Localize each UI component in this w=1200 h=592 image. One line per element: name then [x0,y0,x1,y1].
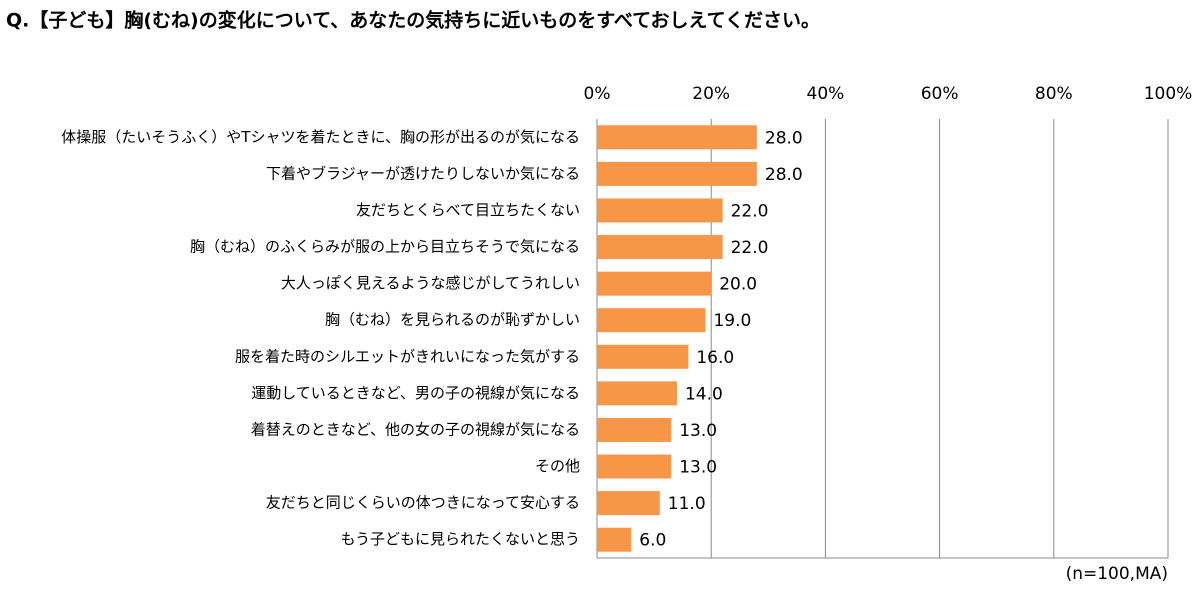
y-tick-label: もう子どもに見られたくないと思う [340,530,580,548]
x-tick-label: 100% [1144,84,1193,104]
value-label: 14.0 [685,384,723,404]
x-tick-label: 40% [807,84,845,104]
x-tick-label: 20% [692,84,730,104]
value-label: 28.0 [765,165,803,185]
y-tick-label: 体操服（たいそうふく）やTシャツを着たときに、胸の形が出るのが気になる [61,128,580,146]
y-tick-label: 胸（むね）を見られるのが恥ずかしい [325,311,580,329]
value-label: 22.0 [731,238,769,258]
value-label: 11.0 [668,494,706,514]
bar [597,125,757,150]
x-tick-label: 0% [584,84,611,104]
value-label: 16.0 [696,348,734,368]
value-label: 22.0 [731,201,769,221]
bar [597,235,723,260]
value-label: 13.0 [679,458,717,478]
bar [597,344,689,369]
bar [597,271,712,296]
chart-title: Q.【子ども】胸(むね)の変化について、あなたの気持ちに近いものをすべておしえて… [6,9,820,32]
bar [597,491,660,516]
y-tick-label: 運動しているときなど、男の子の視線が気になる [251,384,580,402]
bar [597,308,706,333]
value-label: 6.0 [639,531,666,551]
value-label: 13.0 [679,421,717,441]
bar [597,381,677,406]
y-tick-label: 友だちと同じくらいの体つきになって安心する [266,494,580,512]
y-tick-label: その他 [535,457,580,475]
y-tick-label: 大人っぽく見えるような感じがしてうれしい [281,274,580,292]
footnote: (n=100,MA) [1066,564,1168,584]
value-label: 19.0 [713,311,751,331]
bar [597,527,632,552]
y-tick-label: 服を着た時のシルエットがきれいになった気がする [235,347,580,365]
bar [597,198,723,223]
value-label: 28.0 [765,128,803,148]
bar [597,417,672,442]
value-label: 20.0 [719,275,757,295]
bar [597,454,672,479]
bar [597,161,757,186]
y-tick-label: 胸（むね）のふくらみが服の上から目立ちそうで気になる [190,238,580,256]
x-tick-label: 80% [1035,84,1073,104]
y-tick-label: 着替えのときなど、他の女の子の視線が気になる [251,420,580,438]
x-tick-label: 60% [921,84,959,104]
y-tick-label: 友だちとくらべて目立ちたくない [356,201,580,219]
y-tick-label: 下着やブラジャーが透けたりしないか気になる [266,164,580,182]
